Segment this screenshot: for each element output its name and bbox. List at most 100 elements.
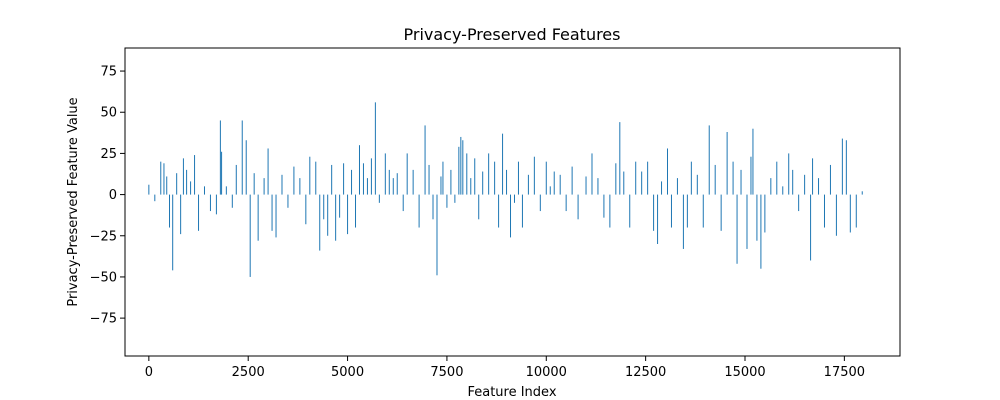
bar (182, 158, 184, 195)
bar (355, 194, 357, 228)
bar (190, 181, 192, 195)
x-tick-label: 12500 (625, 365, 666, 380)
bar (424, 125, 426, 195)
x-tick-label: 2500 (232, 365, 265, 380)
bar (392, 178, 394, 195)
bar (732, 161, 734, 195)
bar (271, 194, 273, 231)
bar (366, 178, 368, 195)
bar (198, 194, 200, 231)
bar (609, 194, 611, 228)
bar (378, 194, 380, 203)
bar (506, 169, 508, 195)
bar (215, 194, 217, 215)
bar (702, 194, 704, 228)
bar (235, 164, 237, 195)
bar (740, 169, 742, 195)
bar (478, 194, 480, 220)
bar (623, 171, 625, 195)
bar (845, 140, 847, 195)
bar (241, 120, 243, 195)
bar (450, 169, 452, 195)
bar (358, 145, 360, 195)
bar (498, 194, 500, 228)
bar (331, 164, 333, 195)
bar (653, 194, 655, 231)
bar (186, 169, 188, 195)
bar (335, 194, 337, 241)
bar (384, 153, 386, 195)
bar (299, 178, 301, 195)
bar (253, 173, 255, 195)
bar (462, 140, 464, 195)
y-tick-label: 50 (100, 106, 117, 121)
bar (812, 158, 814, 195)
bar (855, 194, 857, 228)
bar (776, 161, 778, 195)
bar (647, 161, 649, 195)
bar (682, 194, 684, 249)
bar (756, 194, 758, 241)
bar (160, 161, 162, 195)
bar (209, 194, 211, 212)
bar (428, 164, 430, 195)
bar (571, 166, 573, 195)
y-tick-label: −25 (90, 229, 117, 244)
bars-layer (148, 102, 863, 277)
bar (835, 194, 837, 236)
bar (635, 161, 637, 195)
bar (446, 194, 448, 208)
bar (436, 194, 438, 276)
bar (203, 186, 205, 195)
bar (696, 174, 698, 195)
bar (406, 153, 408, 195)
bar (267, 148, 269, 195)
bar (396, 173, 398, 195)
y-tick-label: 75 (100, 65, 117, 80)
bar (577, 194, 579, 220)
bar (370, 158, 372, 195)
bar (225, 186, 227, 195)
bar (760, 194, 762, 269)
bar (849, 194, 851, 233)
bar (788, 153, 790, 195)
bar (474, 158, 476, 195)
bar (263, 178, 265, 195)
bar (315, 161, 317, 195)
bar (810, 194, 812, 261)
y-axis: −75 −50 −25 0 25 50 75 (90, 65, 125, 327)
bar (275, 194, 277, 238)
bar (521, 194, 523, 228)
bar (533, 156, 535, 195)
bar (231, 194, 233, 208)
bar (166, 176, 168, 195)
x-tick-label: 7500 (430, 365, 463, 380)
bar (281, 174, 283, 195)
x-tick-label: 17500 (824, 365, 865, 380)
bar (466, 153, 468, 195)
bar (219, 120, 221, 195)
bar (442, 161, 444, 195)
bar (440, 176, 442, 195)
bar (194, 155, 196, 195)
bar (661, 181, 663, 195)
bar (667, 148, 668, 195)
bar (374, 102, 376, 195)
bar (458, 146, 460, 195)
bar (510, 194, 512, 238)
x-axis-label: Feature Index (467, 385, 556, 400)
bar (619, 122, 621, 195)
bar (750, 156, 752, 195)
bar (460, 136, 462, 195)
x-tick-label: 15000 (724, 365, 765, 380)
bar (418, 194, 420, 228)
bar (249, 194, 251, 277)
bar (585, 176, 587, 195)
bar (287, 194, 289, 208)
bar (603, 194, 605, 218)
bar (148, 184, 150, 195)
bar (172, 194, 174, 271)
y-tick-label: 25 (100, 147, 117, 162)
bar (502, 133, 504, 195)
